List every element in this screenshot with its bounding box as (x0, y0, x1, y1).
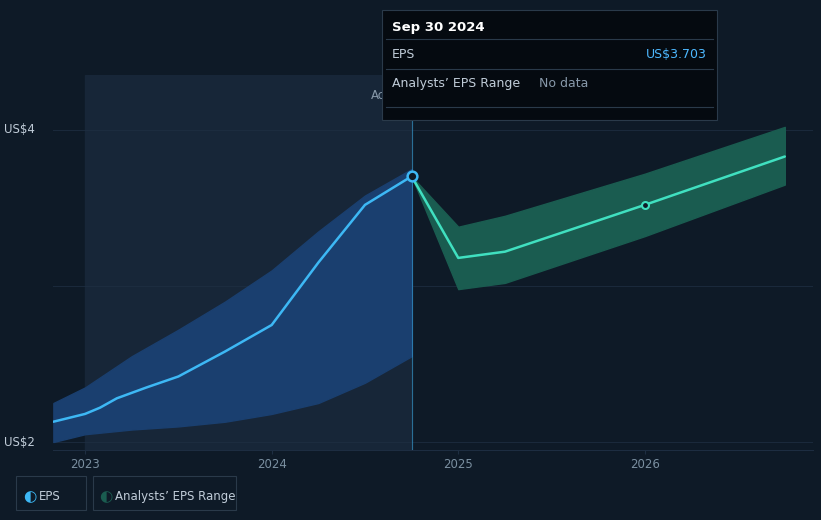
Text: Analysts’ EPS Range: Analysts’ EPS Range (115, 490, 236, 503)
Text: US$3.703: US$3.703 (646, 48, 707, 61)
Text: Actual: Actual (371, 89, 408, 102)
Text: ◐: ◐ (23, 489, 36, 504)
Text: US$4: US$4 (4, 123, 34, 136)
Text: Sep 30 2024: Sep 30 2024 (392, 20, 484, 33)
Text: Analysts Forecasts: Analysts Forecasts (421, 89, 531, 102)
Text: EPS: EPS (392, 48, 415, 61)
Text: No data: No data (539, 77, 589, 90)
Text: Analysts’ EPS Range: Analysts’ EPS Range (392, 77, 520, 90)
Text: EPS: EPS (39, 490, 60, 503)
Text: ◐: ◐ (99, 489, 112, 504)
Bar (85, 75, 411, 450)
Text: US$2: US$2 (4, 436, 34, 448)
